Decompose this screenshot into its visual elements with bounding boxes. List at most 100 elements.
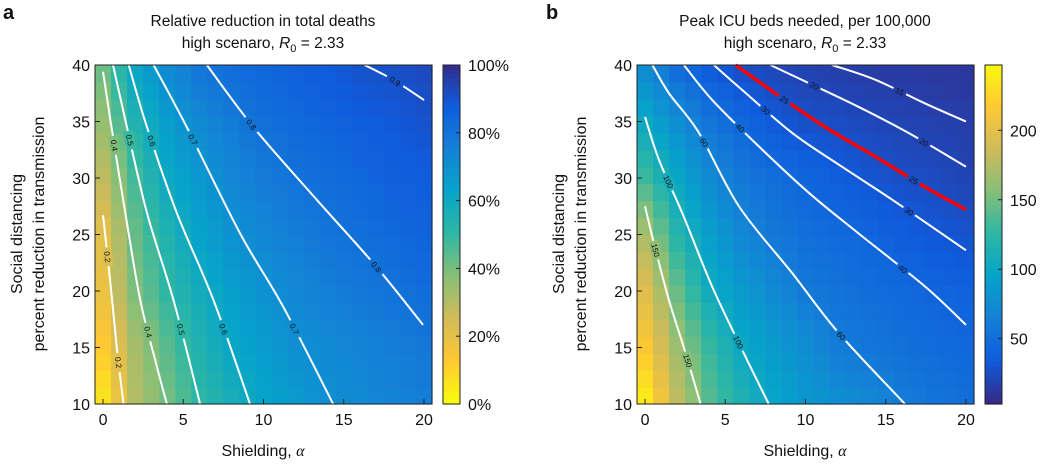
heatmap-cell [319,200,337,219]
x-tick-label: 15 [877,412,895,429]
contour-label-gap [731,119,749,137]
y-tick-label: 40 [72,58,90,75]
contours: 0.20.20.40.40.50.50.60.60.70.70.80.80.9 [101,64,425,405]
colorbar: 0% 20% 40% 60% 80% 100% [442,58,509,414]
heatmap-cell [175,149,192,168]
heatmap-cell [845,115,863,134]
heatmap-cell [335,115,353,134]
heatmap-cell [319,98,337,117]
heatmap-cell [957,200,975,219]
heatmap-cell [893,370,911,388]
heatmap-cell [701,319,718,337]
heatmap-cell [781,268,799,286]
heatmap-cell [685,149,702,168]
heatmap-cell [797,319,815,337]
colorbar-segment [443,259,460,265]
heatmap-cell [957,149,975,168]
heatmap-cell [877,217,895,236]
heatmap-cell [239,302,257,320]
heatmap-cell [223,251,241,269]
heatmap-cell [733,166,750,185]
colorbar-segment [985,242,1002,248]
heatmap-cell [399,132,417,151]
heatmap-cell [845,251,863,269]
heatmap-cell [653,370,670,388]
heatmap-cell [415,234,433,253]
heatmap-cell [95,268,112,286]
heatmap-cell [319,234,337,253]
heatmap-cell [207,217,224,236]
colorbar-segment [443,298,460,303]
heatmap-cell [303,115,321,134]
colorbar-segment [985,65,1002,70]
heatmap-cell [669,132,686,151]
heatmap-cell [383,268,401,286]
heatmap-cell [111,268,128,286]
heatmap-cell [191,200,208,219]
heatmap-cell [845,353,863,371]
heatmap-cell [335,251,353,269]
title-subscript: 0 [832,43,838,55]
heatmap-cell [781,200,799,219]
contour-label-gap [241,113,262,136]
heatmap-cell [191,115,208,134]
heatmap-cell [255,200,273,219]
heatmap-cell [781,353,799,371]
heatmap-cell [255,234,273,253]
title-prefix: high scenaro, [724,35,821,52]
contour-label-gap [384,71,406,91]
heatmap-cell [653,132,670,151]
colorbar-segment [985,285,1002,291]
heatmap-cell [287,65,305,83]
heatmap-cell [111,251,128,269]
heatmap-cell [877,285,895,303]
heatmap-cell [877,370,895,388]
heatmap-cell [351,285,369,303]
heatmap-cell [829,285,847,303]
colorbar-segment [985,331,1002,337]
heatmap-cell [685,166,702,185]
heatmap-cell [303,217,321,236]
heatmap-cell [653,336,670,354]
heatmap-cell [909,387,927,405]
heatmap-cell [957,336,975,354]
heatmap-cell [127,65,144,83]
heatmap-cell [637,319,654,337]
heatmap-cell [893,353,911,371]
chart-title-line1: Peak ICU beds needed, per 100,000 [679,13,931,30]
heatmap-cell [797,285,815,303]
heatmap-cell [367,200,385,219]
heatmap-cell [415,285,433,303]
contour-label-gap [107,135,121,156]
colorbar-segment [985,370,1002,375]
heatmap-cell [717,81,734,100]
heatmap-cell [909,234,927,253]
heatmap-cell [175,336,192,354]
heatmap-cell [829,200,847,219]
colorbar-segment [443,221,460,227]
heatmap-cell [861,200,879,219]
heatmap-cell [941,319,959,337]
heatmap-cell [367,132,385,151]
x-axis-label-symbol: α [296,443,305,460]
heatmap-cell [399,251,417,269]
contour-label-text: 0.4 [109,139,120,152]
chart-title-line2: high scenaro, R0 = 2.33 [724,35,887,55]
heatmap-cell [415,319,433,337]
heatmap-cell [733,183,750,202]
title-suffix: = 2.33 [838,35,886,52]
heatmap-cell [797,336,815,354]
heatmap-cell [957,285,975,303]
heatmap-cell [941,387,959,405]
heatmap-cell [733,387,750,405]
heatmap-cell [287,285,305,303]
heatmap-cell [175,200,192,219]
heatmap-cell [175,217,192,236]
heatmap-cell [367,302,385,320]
colorbar-tick-label: 100 [1010,262,1037,279]
colorbar-segment [443,209,460,214]
colorbar-segment [443,319,460,325]
heatmap-cell [717,387,734,405]
colorbar-segment [985,230,1002,236]
heatmap-cell [829,65,847,83]
